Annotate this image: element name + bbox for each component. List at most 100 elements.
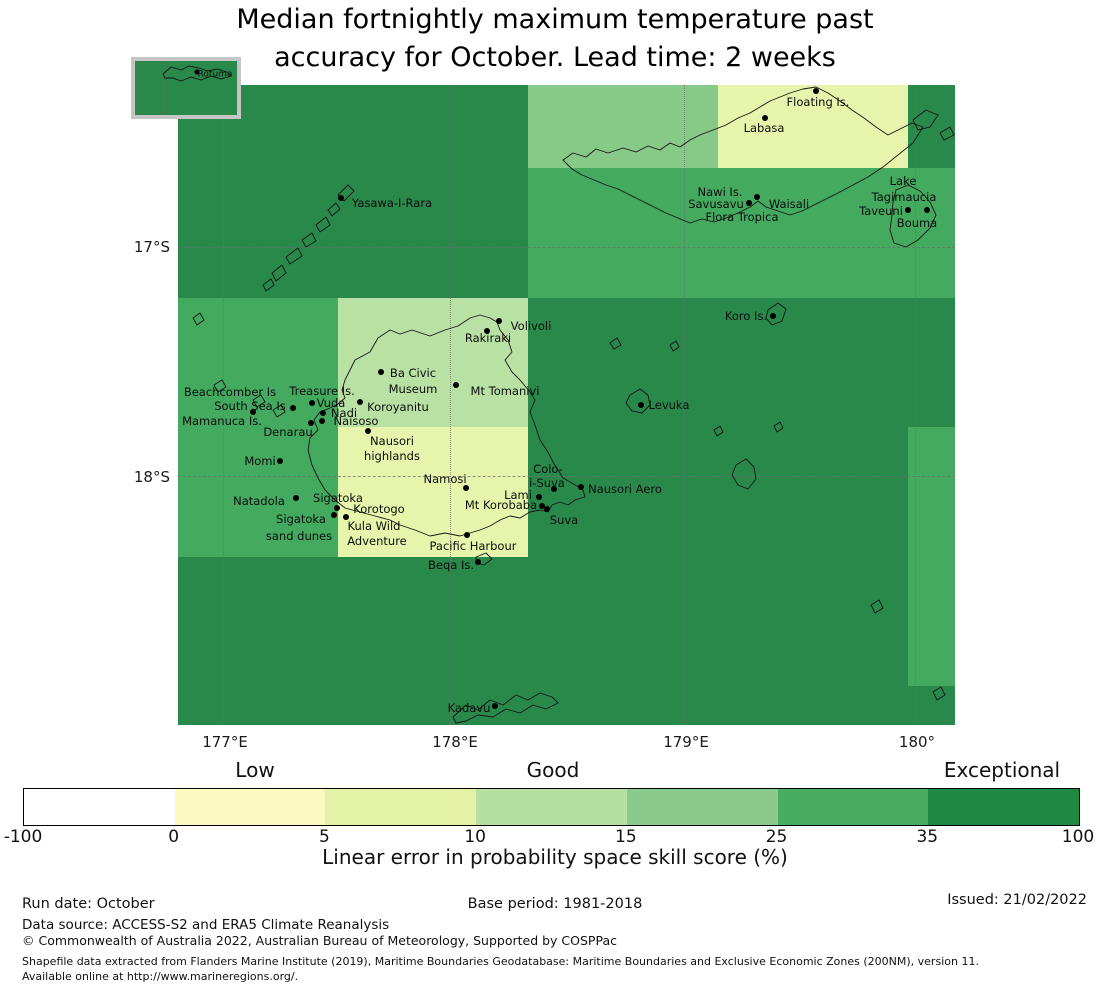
place-label: Beachcomber Is [183,384,277,399]
colorbar [23,788,1080,826]
place-label: Koroyanitu [367,399,429,414]
place-dot [378,369,384,375]
parallel-gridline [178,247,955,248]
place-label: Nausori [370,433,414,448]
grid-cell [338,557,528,686]
place-label: Volivoli [510,318,552,333]
place-dot [277,458,283,464]
place-label: Nadi [330,405,358,420]
meridian-gridline [450,85,451,725]
colorbar-segment [626,789,778,825]
place-dot [293,495,299,501]
place-dot [754,194,760,200]
colorbar-segment [174,789,326,825]
place-label: Nawi Is. [697,184,743,199]
rotuma-inset: Rotuma [131,57,241,119]
place-label: South Sea Is [214,398,286,413]
x-axis-tick-label: 180° [898,733,936,751]
place-label: i-Suva [529,475,565,490]
meridian-gridline [915,85,916,725]
place-label: Kadavu [447,700,491,715]
place-dot [484,328,490,334]
place-dot [453,382,459,388]
place-dot [536,494,542,500]
grid-cell [338,168,528,298]
place-dot [308,420,314,426]
place-dot [250,409,256,415]
place-label: Bouma [896,215,938,230]
place-label: Suva [549,512,579,527]
place-label: Lake [889,173,917,188]
grid-cell [718,427,908,557]
place-label: Lami [504,487,532,502]
place-dot [578,484,584,490]
grid-cell [528,427,718,557]
place-label: Sigatoka [313,490,363,505]
place-dot [770,313,776,319]
place-label: Pacific Harbour [429,538,517,553]
grid-cell [528,85,718,168]
place-label: Nausori Aero [588,481,662,496]
place-dot [492,703,498,709]
place-dot [638,402,644,408]
rotuma-coastline [162,65,232,82]
colorbar-category-label: Low [235,758,275,782]
place-label: Waisali [768,196,810,211]
place-dot [319,418,325,424]
x-axis-tick-label: 177°E [202,733,248,751]
place-label: Momi [244,453,276,468]
place-label: Namosi [423,471,467,486]
coastlines [192,86,955,724]
place-label: Museum [388,381,438,396]
place-dot [539,503,545,509]
grid-cell [718,85,908,168]
place-label: Floating Is. [786,94,850,109]
place-label: Levuka [648,397,690,412]
figure-title-line2: accuracy for October. Lead time: 2 weeks [274,42,836,73]
place-label: Adventure [347,533,407,548]
place-dot [334,505,340,511]
rotuma-label: Rotuma [197,69,233,80]
data-source: Data source: ACCESS-S2 and ERA5 Climate … [22,917,390,933]
place-dot [496,318,502,324]
colorbar-tick-label: 15 [615,827,637,847]
place-label: Denarau [263,424,313,439]
grid-cell [528,686,718,725]
place-dot [343,514,349,520]
place-dot [551,486,557,492]
place-label: Rakiraki [464,330,512,345]
colorbar-segment [777,789,929,825]
colorbar-tick-label: 10 [464,827,486,847]
place-dot [320,410,326,416]
place-label: sand dunes [265,528,333,543]
colorbar-tick-label: 0 [168,827,180,847]
place-label: Flora Tropica [705,209,779,224]
place-label: Colo- [533,461,563,476]
colorbar-segment [325,789,477,825]
colorbar-segment [928,789,1080,825]
colorbar-tick-label: 25 [765,827,788,847]
grid-cell [528,168,718,298]
place-label: Tagimaucia [871,189,937,204]
place-label: Ba Civic [389,365,437,380]
place-dot [905,207,911,213]
grid-cell [178,686,338,725]
figure-title-line1: Median fortnightly maximum temperature p… [236,4,874,35]
place-dot [365,428,371,434]
colorbar-tick-label: -100 [3,827,43,847]
place-label: Taveuni [859,203,903,218]
meridian-gridline [223,85,224,725]
colorbar-tick-label: 5 [319,827,330,847]
shapefile-credit: Shapefile data extracted from Flanders M… [22,955,979,968]
issued-date: Issued: 21/02/2022 [947,892,1087,908]
place-label: Savusavu [688,196,744,211]
place-dot [463,485,469,491]
grid-cell [718,168,908,298]
place-label: Korotogo [353,501,405,516]
shapefile-url: Available online at http://www.marinereg… [22,970,299,983]
grid-cell [178,427,338,557]
grid-cell [338,85,528,168]
place-dot [309,400,315,406]
place-dot [464,532,470,538]
